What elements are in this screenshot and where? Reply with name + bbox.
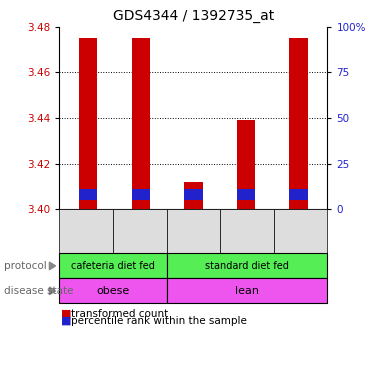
Text: ■: ■ bbox=[61, 309, 72, 319]
Text: percentile rank within the sample: percentile rank within the sample bbox=[71, 316, 247, 326]
Bar bbox=[184, 189, 203, 200]
Text: obese: obese bbox=[97, 286, 129, 296]
Text: standard diet fed: standard diet fed bbox=[205, 261, 289, 271]
Text: cafeteria diet fed: cafeteria diet fed bbox=[71, 261, 155, 271]
Text: ■: ■ bbox=[61, 316, 72, 326]
Bar bbox=[79, 189, 98, 200]
Bar bbox=[289, 38, 308, 209]
Title: GDS4344 / 1392735_at: GDS4344 / 1392735_at bbox=[113, 9, 274, 23]
Bar bbox=[132, 38, 150, 209]
Text: protocol: protocol bbox=[4, 261, 47, 271]
Bar bbox=[289, 189, 308, 200]
Bar bbox=[132, 189, 150, 200]
Text: lean: lean bbox=[235, 286, 259, 296]
Bar bbox=[237, 189, 255, 200]
Text: transformed count: transformed count bbox=[71, 309, 168, 319]
Text: disease state: disease state bbox=[4, 286, 73, 296]
Bar bbox=[79, 38, 98, 209]
Bar bbox=[184, 182, 203, 209]
Bar bbox=[237, 120, 255, 209]
